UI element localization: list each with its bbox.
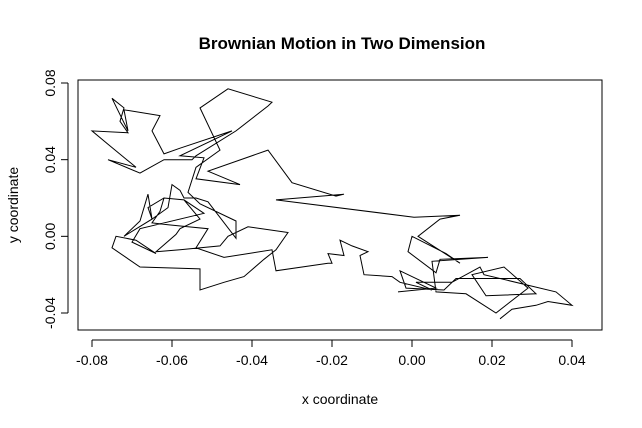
x-tick-label: -0.02	[316, 352, 348, 368]
series-layer	[90, 88, 574, 320]
x-axis-label: x coordinate	[302, 391, 378, 407]
y-axis: -0.04 0.00 0.04 0.08	[42, 69, 69, 329]
plot-area-frame	[77, 79, 603, 331]
y-tick-label: 0.00	[42, 222, 58, 249]
x-tick-label: 0.04	[558, 352, 585, 368]
y-axis-label: y coordinate	[5, 167, 21, 243]
y-tick-label: 0.08	[42, 69, 58, 96]
y-tick-label: 0.04	[42, 146, 58, 173]
chart-title: Brownian Motion in Two Dimension	[199, 34, 486, 53]
x-tick-label: -0.04	[236, 352, 268, 368]
x-tick-label: -0.06	[156, 352, 188, 368]
x-tick-label: 0.00	[398, 352, 425, 368]
x-tick-label: 0.02	[478, 352, 505, 368]
brownian-path-line	[90, 88, 574, 320]
x-axis: -0.08 -0.06 -0.04 -0.02 0.00 0.02 0.04	[76, 339, 586, 368]
y-tick-label: -0.04	[42, 297, 58, 329]
x-tick-label: -0.08	[76, 352, 108, 368]
